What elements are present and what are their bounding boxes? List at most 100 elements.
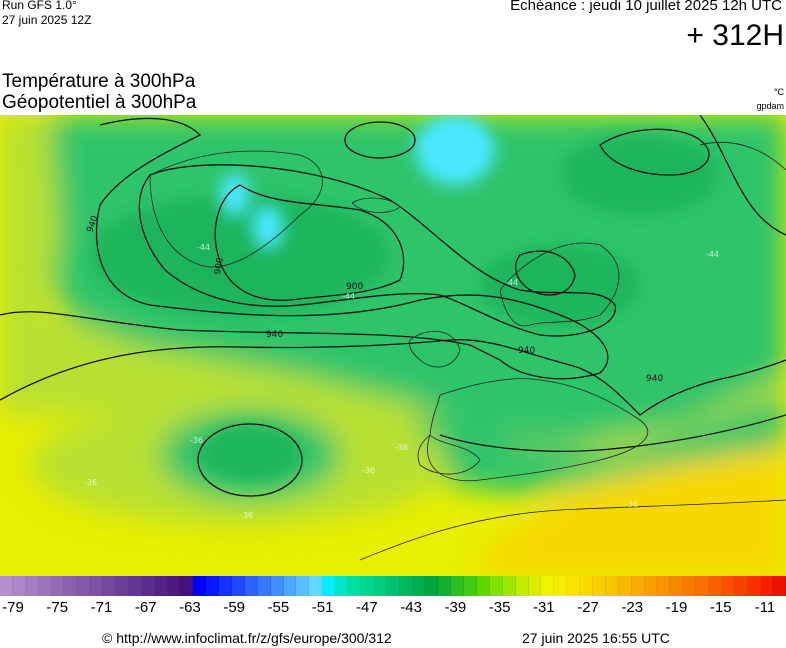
colorbar-cell bbox=[541, 576, 555, 596]
field-warm-southeast bbox=[480, 445, 786, 576]
unit-geopotential: gpdam bbox=[756, 101, 784, 111]
colorbar-tick-label: -35 bbox=[488, 599, 511, 616]
colorbar-cell bbox=[657, 576, 671, 596]
colorbar-cell bbox=[438, 576, 452, 596]
temp-label: -44 bbox=[505, 278, 518, 287]
title-geopotential: Géopotentiel à 300hPa bbox=[2, 92, 197, 113]
temp-label: -36 bbox=[190, 436, 203, 445]
field-dark-scandinavia bbox=[480, 245, 640, 325]
colorbar-cell bbox=[567, 576, 581, 596]
coast-north-africa bbox=[359, 499, 786, 561]
footer-url[interactable]: © http://www.infoclimat.fr/z/gfs/europe/… bbox=[102, 630, 392, 646]
colorbar-cell bbox=[721, 576, 735, 596]
temp-label: -36 bbox=[240, 511, 253, 520]
colorbar-cell bbox=[592, 576, 606, 596]
temp-label: -36 bbox=[395, 443, 408, 452]
colorbar-cell bbox=[128, 576, 142, 596]
colorbar-tick-label: -39 bbox=[444, 599, 467, 616]
footer-generated-time: 27 juin 2025 16:55 UTC bbox=[522, 630, 670, 646]
colorbar-cell bbox=[309, 576, 323, 596]
colorbar-cell bbox=[64, 576, 78, 596]
coast-iberia bbox=[417, 434, 481, 475]
field-dark-greenland bbox=[90, 195, 390, 315]
field-cold-arctic bbox=[415, 115, 495, 185]
field-cold-greenland-b bbox=[252, 205, 284, 249]
colorbar-cell bbox=[116, 576, 129, 596]
colorbar-cell bbox=[644, 576, 658, 596]
weather-map: 900 900 940 940 940 940 -44 -44 -44 -44 … bbox=[0, 115, 786, 576]
temp-label: -36 bbox=[84, 478, 97, 487]
contour-940-south bbox=[439, 414, 786, 452]
colorbar bbox=[0, 576, 786, 596]
lead-time: + 312H bbox=[686, 19, 784, 52]
colorbar-tick-label: -63 bbox=[179, 599, 201, 616]
colorbar-cell bbox=[206, 576, 220, 596]
colorbar-cell bbox=[322, 576, 336, 596]
contour-label: 940 bbox=[518, 346, 535, 356]
colorbar-cell bbox=[25, 576, 39, 596]
contour-atlantic-low bbox=[197, 423, 303, 497]
temperature-field: 900 900 940 940 940 940 -44 -44 -44 -44 … bbox=[0, 115, 786, 576]
colorbar-tick-label: -59 bbox=[223, 599, 246, 616]
coast-mainland-europe bbox=[427, 378, 649, 482]
colorbar-cell bbox=[348, 576, 361, 596]
colorbar-cell bbox=[193, 576, 207, 596]
colorbar-tick-label: -47 bbox=[356, 599, 378, 616]
colorbar-cell bbox=[296, 576, 310, 596]
colorbar-cell bbox=[425, 576, 439, 596]
colorbar-cell bbox=[0, 576, 13, 596]
contour-label: 900 bbox=[346, 282, 363, 292]
colorbar-cell bbox=[734, 576, 748, 596]
colorbar-cell bbox=[360, 576, 374, 596]
title-temperature: Température à 300hPa bbox=[2, 71, 196, 92]
colorbar-cell bbox=[38, 576, 52, 596]
coast-iceland bbox=[351, 197, 401, 213]
valid-time-label: Echéance : jeudi 10 juillet 2025 12h UTC bbox=[510, 0, 782, 14]
colorbar-cell bbox=[386, 576, 400, 596]
contour-900-a bbox=[214, 184, 405, 301]
colorbar-cell bbox=[451, 576, 465, 596]
colorbar-cell bbox=[502, 576, 516, 596]
colorbar-cell bbox=[489, 576, 503, 596]
contour-east-edge bbox=[699, 115, 786, 236]
colorbar-cell bbox=[283, 576, 297, 596]
colorbar-cell bbox=[219, 576, 233, 596]
colorbar-cell bbox=[180, 576, 194, 596]
colorbar-cell bbox=[708, 576, 722, 596]
coastlines bbox=[149, 141, 786, 561]
colorbar-cell bbox=[631, 576, 645, 596]
contour-arctic-small bbox=[344, 121, 416, 159]
colorbar-cell bbox=[618, 576, 632, 596]
contour-940-mid bbox=[0, 339, 786, 416]
colorbar-cell bbox=[12, 576, 26, 596]
colorbar-cell bbox=[257, 576, 271, 596]
contour-label: 940 bbox=[266, 330, 283, 340]
colorbar-tick-label: -71 bbox=[90, 599, 113, 616]
temp-label: -44 bbox=[706, 250, 719, 259]
colorbar-cell bbox=[77, 576, 91, 596]
contour-arctic-east bbox=[599, 128, 710, 176]
colorbar-ticks: -79 -75 -71 -67 -63 -59 -55 -51 -47 -43 -39 -35 -31 -… bbox=[0, 599, 786, 619]
colorbar-cell bbox=[528, 576, 542, 596]
coast-arctic-russia bbox=[699, 141, 786, 171]
coast-britain bbox=[409, 331, 461, 368]
temp-label: -44 bbox=[197, 243, 210, 252]
colorbar-cell bbox=[167, 576, 181, 596]
temp-label: -36 bbox=[625, 500, 638, 509]
colorbar-cell bbox=[696, 576, 709, 596]
contour-940-north bbox=[0, 117, 609, 380]
colorbar-cell bbox=[476, 576, 490, 596]
colorbar-cell bbox=[773, 576, 786, 596]
colorbar-cell bbox=[554, 576, 568, 596]
colorbar-cell bbox=[515, 576, 529, 596]
colorbar-tick-label: -23 bbox=[621, 599, 644, 616]
colorbar-tick-label: -43 bbox=[400, 599, 422, 616]
colorbar-tick-label: -15 bbox=[709, 599, 732, 616]
colorbar-cell bbox=[412, 576, 426, 596]
field-green-south bbox=[410, 395, 786, 495]
colorbar-cell bbox=[760, 576, 774, 596]
colorbar-cell bbox=[51, 576, 65, 596]
contour-label: 940 bbox=[646, 374, 663, 384]
colorbar-cell bbox=[747, 576, 761, 596]
field-west-margin bbox=[0, 115, 60, 365]
